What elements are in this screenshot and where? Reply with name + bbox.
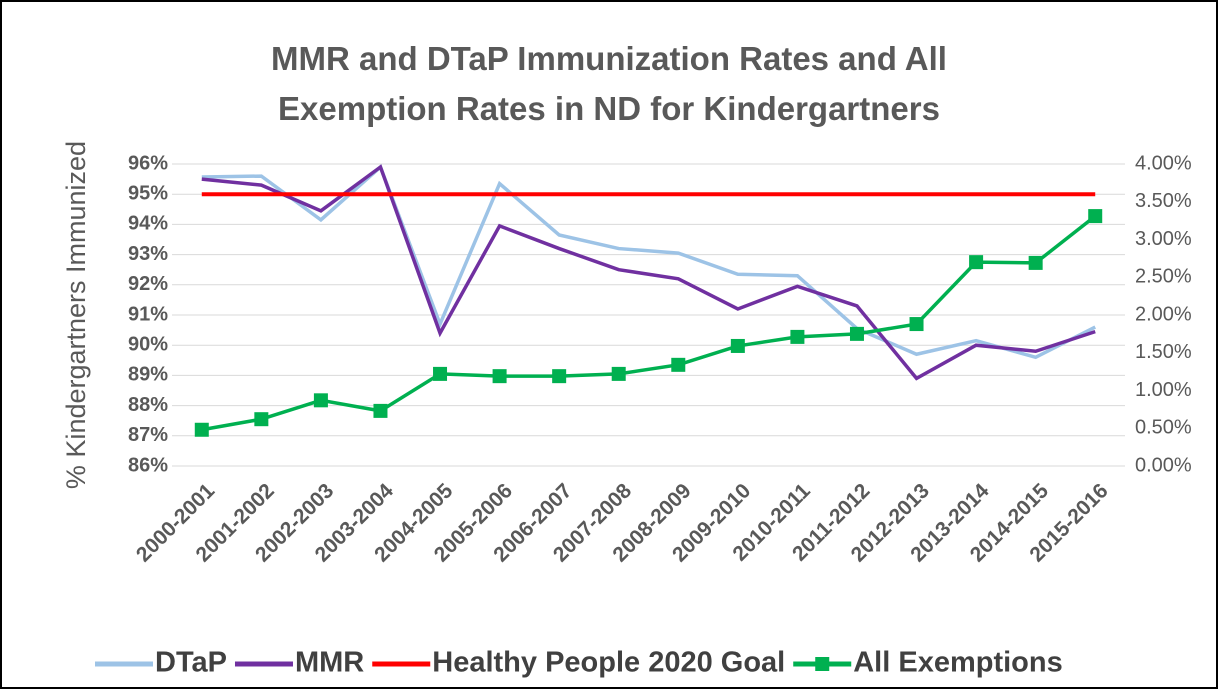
chart-title: MMR and DTaP Immunization Rates and All … [271,40,947,127]
marker [730,338,745,353]
series-line [201,214,1097,432]
marker [1088,209,1103,224]
marker [671,357,686,372]
y2-tick-label: 3.00% [1135,228,1192,250]
marker [373,403,388,418]
legend-label: Healthy People 2020 Goal [432,647,785,679]
y-tick-label: 87% [128,424,168,446]
marker [1028,255,1043,270]
y-tick-label: 90% [128,333,168,355]
y2-tick-label: 3.50% [1135,190,1192,212]
marker [611,366,626,381]
series-line [201,164,1096,381]
y-tick-label: 95% [128,182,168,204]
y2-tick-label: 1.50% [1135,341,1192,363]
y2-tick-label: 2.50% [1135,266,1192,288]
y2-tick-label: 2.00% [1135,303,1192,325]
marker [552,369,567,384]
y-tick-label: 94% [128,213,168,235]
marker [909,317,924,332]
marker [790,329,805,344]
legend-label: DTaP [155,647,227,679]
y-tick-label: 89% [128,364,168,386]
legend-label: MMR [295,647,364,679]
y-tick-label: 88% [128,394,168,416]
y2-tick-label: 0.50% [1135,417,1192,439]
y-tick-label: 91% [128,303,168,325]
y-tick-label: 86% [128,454,168,476]
y2-tick-label: 0.00% [1135,454,1192,476]
y-axis-label: % Kindergartners Immunized [61,141,91,489]
marker [849,326,864,341]
y2-tick-label: 1.00% [1135,379,1192,401]
y-tick-label: 93% [128,243,168,265]
marker [254,412,269,427]
marker [433,366,448,381]
y-tick-label: 96% [128,152,168,174]
marker [194,422,209,437]
y2-tick-label: 4.00% [1135,152,1192,174]
marker [969,255,984,270]
legend-label: All Exemptions [853,647,1063,679]
legend-marker [815,657,830,671]
marker [492,369,507,384]
y-tick-label: 92% [128,273,168,295]
marker [313,393,328,408]
